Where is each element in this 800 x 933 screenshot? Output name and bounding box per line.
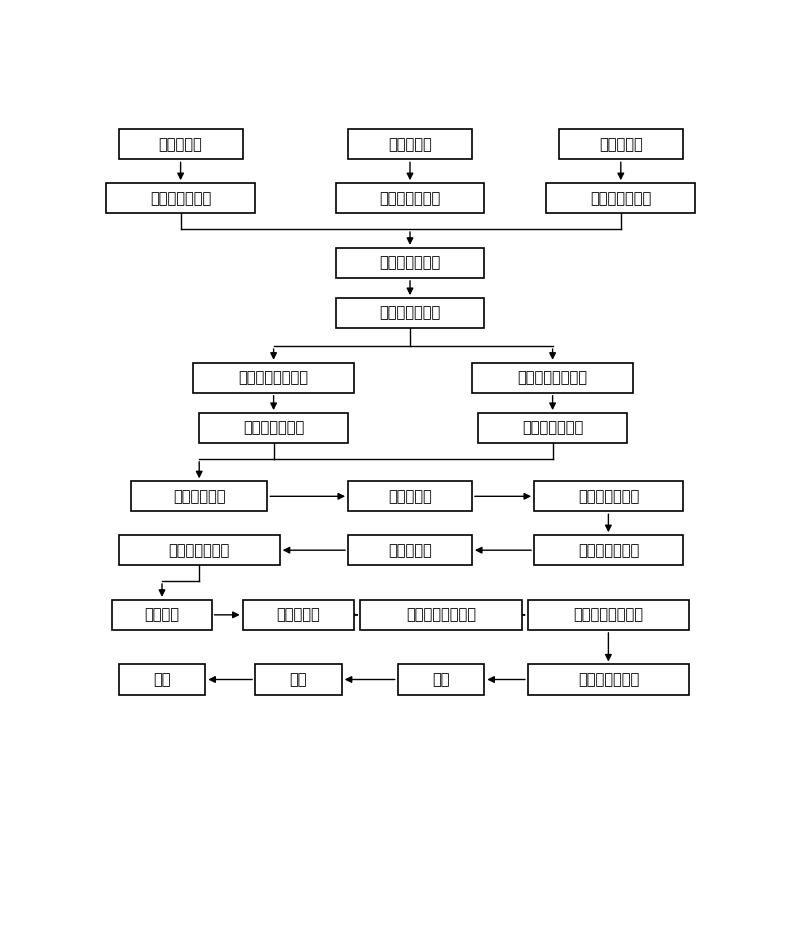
Text: 双螺杆挤出机: 双螺杆挤出机 <box>173 489 226 504</box>
Bar <box>348 536 472 565</box>
Text: 第二提纯罐: 第二提纯罐 <box>388 137 432 152</box>
Text: 熟化: 熟化 <box>432 672 450 687</box>
Text: 第四计量输送泵: 第四计量输送泵 <box>379 306 441 321</box>
Text: 第二计量输送泵: 第二计量输送泵 <box>379 190 441 205</box>
Text: 第六计量输送泵: 第六计量输送泵 <box>522 421 583 436</box>
Bar <box>242 600 354 630</box>
Bar <box>336 298 485 328</box>
Text: 第三提纯罐: 第三提纯罐 <box>599 137 642 152</box>
Bar <box>336 183 485 214</box>
Bar <box>336 248 485 278</box>
Bar <box>106 183 255 214</box>
Bar <box>118 664 206 694</box>
Bar <box>398 664 485 694</box>
Text: 静态反应釜１反应: 静态反应釜１反应 <box>238 370 309 385</box>
Bar <box>361 600 522 630</box>
Text: 导丝辊导丝拉伸１: 导丝辊导丝拉伸１ <box>406 607 476 622</box>
Text: 送入纺丝箱: 送入纺丝箱 <box>388 543 432 558</box>
Text: 第三计量输送泵: 第三计量输送泵 <box>590 190 651 205</box>
Bar <box>348 481 472 511</box>
Bar <box>112 600 211 630</box>
Bar <box>546 183 695 214</box>
Text: 导丝辊导丝拉伸２: 导丝辊导丝拉伸２ <box>574 607 643 622</box>
Bar <box>472 363 634 393</box>
Text: 静态反应釜２反应: 静态反应釜２反应 <box>518 370 587 385</box>
Text: 反应釜加温混合: 反应釜加温混合 <box>379 256 441 271</box>
Text: 卷绕机卷绕成型: 卷绕机卷绕成型 <box>578 672 639 687</box>
Bar <box>528 664 689 694</box>
Bar <box>193 363 354 393</box>
Bar <box>118 129 242 160</box>
Bar <box>478 413 627 443</box>
Text: 第一提纯罐: 第一提纯罐 <box>158 137 202 152</box>
Text: 风道冷却: 风道冷却 <box>145 607 179 622</box>
Text: 熔体过滤器: 熔体过滤器 <box>388 489 432 504</box>
Bar <box>534 536 682 565</box>
Text: 装箱: 装箱 <box>154 672 170 687</box>
Text: 第五计量输送泵: 第五计量输送泵 <box>243 421 304 436</box>
Text: 第七计量输送泵: 第七计量输送泵 <box>578 489 639 504</box>
Bar <box>131 481 267 511</box>
Bar <box>558 129 682 160</box>
Text: 第八计量输送泵: 第八计量输送泵 <box>578 543 639 558</box>
Bar <box>348 129 472 160</box>
Text: 组件滤网喷丝板: 组件滤网喷丝板 <box>169 543 230 558</box>
Text: 检测: 检测 <box>290 672 307 687</box>
Bar <box>528 600 689 630</box>
Bar <box>255 664 342 694</box>
Bar <box>534 481 682 511</box>
Text: 上油器上油: 上油器上油 <box>277 607 320 622</box>
Bar <box>118 536 280 565</box>
Bar <box>199 413 348 443</box>
Text: 第一计量输送泵: 第一计量输送泵 <box>150 190 211 205</box>
